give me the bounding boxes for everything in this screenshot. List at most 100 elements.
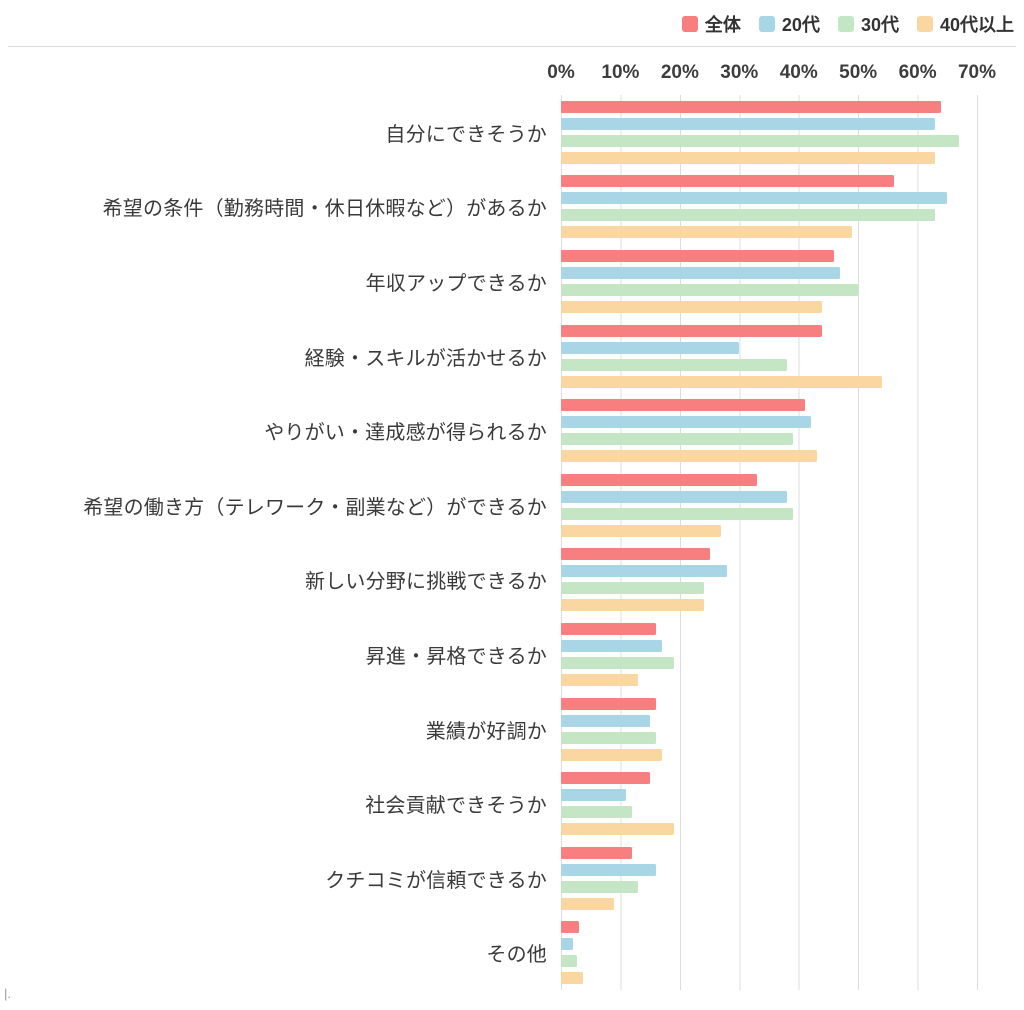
legend-item-全体: 全体 [681, 11, 741, 37]
x-axis-tick: 10% [601, 62, 640, 83]
chart-rows: 自分にできそうか希望の条件（勤務時間・休日休暇など）があるか年収アップできるか経… [0, 95, 1016, 991]
legend-swatch-icon [758, 16, 775, 32]
bar-30代 [561, 209, 936, 222]
category-label: 希望の条件（勤務時間・休日休暇など）があるか [102, 198, 547, 221]
x-axis-tick: 60% [898, 62, 937, 83]
legend-label: 30代 [860, 15, 899, 35]
legend-item-20代: 20代 [758, 11, 820, 37]
legend-swatch-icon [681, 16, 698, 32]
bars-area [561, 766, 1016, 841]
bar-全体 [561, 548, 710, 561]
bar-40代以上 [561, 226, 853, 239]
bar-30代 [561, 507, 793, 520]
chart-row: 希望の働き方（テレワーク・副業など）ができるか [0, 467, 1016, 543]
bar-40代以上 [561, 375, 882, 388]
legend-label: 全体 [704, 15, 741, 35]
legend-item-30代: 30代 [837, 11, 899, 37]
category-label: 経験・スキルが活かせるか [304, 347, 547, 370]
bar-20代 [561, 490, 787, 503]
bar-30代 [561, 582, 704, 595]
category-label: 新しい分野に挑戦できるか [305, 571, 547, 594]
bar-20代 [561, 117, 936, 130]
bar-30代 [561, 433, 793, 446]
category-label: 自分にできそうか [385, 123, 547, 146]
chart-row: 社会貢献できそうか [0, 766, 1016, 841]
bar-全体 [561, 697, 657, 710]
bar-全体 [561, 249, 835, 262]
bars-area [561, 318, 1016, 394]
bars-area [561, 617, 1016, 692]
chart-row: 経験・スキルが活かせるか [0, 318, 1016, 394]
x-axis-tick: 40% [779, 62, 818, 83]
chart-row: 希望の条件（勤務時間・休日休暇など）があるか [0, 169, 1016, 245]
legend-label: 20代 [781, 15, 820, 35]
category-label: 希望の働き方（テレワーク・副業など）ができるか [83, 496, 547, 519]
bar-30代 [561, 283, 859, 296]
bar-40代以上 [561, 450, 817, 463]
bar-20代 [561, 341, 740, 354]
bar-30代 [561, 731, 657, 744]
bar-30代 [561, 806, 633, 819]
bars-area [561, 169, 1016, 245]
bar-40代以上 [561, 823, 674, 836]
chart-row: 自分にできそうか [0, 95, 1016, 170]
bar-20代 [561, 789, 627, 802]
bar-40代以上 [561, 524, 722, 537]
bar-30代 [561, 134, 960, 147]
bar-全体 [561, 846, 633, 859]
chart-row: その他 [0, 915, 1016, 991]
bar-40代以上 [561, 673, 639, 686]
bar-20代 [561, 266, 841, 279]
legend-label: 40代以上 [939, 15, 1014, 35]
category-label: その他 [486, 944, 547, 967]
chart-row: クチコミが信頼できるか [0, 840, 1016, 916]
category-label: 昇進・昇格できるか [365, 645, 547, 668]
bar-20代 [561, 938, 573, 951]
bar-40代以上 [561, 748, 663, 761]
category-label: 年収アップできるか [365, 272, 547, 295]
bars-area [561, 691, 1016, 767]
bar-30代 [561, 955, 578, 968]
bars-area [561, 95, 1016, 170]
chart-row: 業績が好調か [0, 691, 1016, 767]
legend-swatch-icon [837, 16, 854, 32]
x-axis-tick: 50% [839, 62, 878, 83]
bar-全体 [561, 100, 942, 113]
bars-area [561, 467, 1016, 543]
bar-全体 [561, 772, 651, 785]
bar-全体 [561, 399, 805, 412]
x-axis-tick: 0% [547, 62, 575, 83]
bar-全体 [561, 473, 758, 486]
chart-row: やりがい・達成感が得られるか [0, 393, 1016, 468]
legend-swatch-icon [916, 16, 933, 32]
bars-area [561, 244, 1016, 319]
bars-area [561, 393, 1016, 468]
legend-item-40代以上: 40代以上 [916, 11, 1014, 37]
chart-row: 昇進・昇格できるか [0, 617, 1016, 692]
chart-row: 新しい分野に挑戦できるか [0, 542, 1016, 618]
bars-area [561, 840, 1016, 916]
bars-area [561, 542, 1016, 618]
bar-30代 [561, 880, 639, 893]
bar-全体 [561, 921, 579, 934]
bar-全体 [561, 622, 657, 635]
chart-row: 年収アップできるか [0, 244, 1016, 319]
legend-separator-line [8, 46, 1016, 47]
bar-全体 [561, 175, 894, 188]
x-axis-tick-labels: 0% 10% 20% 30% 40% 50% 60% 70% [547, 62, 1016, 88]
bar-40代以上 [561, 972, 583, 985]
bar-20代 [561, 565, 728, 578]
bar-40代以上 [561, 599, 704, 612]
x-axis-tick: 70% [957, 62, 997, 83]
bar-40代以上 [561, 300, 823, 313]
x-axis-tick: 30% [720, 62, 759, 83]
category-label: やりがい・達成感が得られるか [264, 422, 547, 445]
x-axis-tick: 20% [660, 62, 699, 83]
corner-artifact-marks: |. [4, 986, 11, 1001]
bar-30代 [561, 656, 674, 669]
bar-20代 [561, 192, 948, 205]
bar-30代 [561, 358, 787, 371]
category-label: 社会貢献できそうか [365, 795, 547, 818]
bar-全体 [561, 324, 823, 337]
